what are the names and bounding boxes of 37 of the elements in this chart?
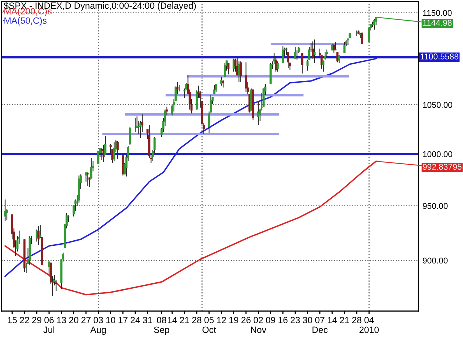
x-tick-label: 17 (118, 317, 128, 324)
annotation: 1144.98 (423, 20, 452, 26)
x-tick-label: 10 (106, 317, 116, 324)
y-tick-label: 1050.00 (423, 102, 453, 108)
annotation: 992.83795 (423, 164, 462, 170)
x-tick-label: 06 Jul (44, 317, 54, 334)
x-tick-label: 31 (143, 317, 152, 324)
x-tick-label: 12 (217, 317, 226, 324)
x-tick-label: 21 (180, 317, 190, 324)
x-tick-label: 28 (352, 317, 362, 324)
x-tick-label: 05 Oct (202, 317, 216, 334)
x-tick-label: 29 (32, 317, 42, 324)
x-tick-label: 27 (82, 317, 91, 324)
y-tick-label: 950.00 (423, 203, 448, 210)
x-tick-label: 15 (8, 317, 18, 324)
x-tick-label: 23 (290, 317, 300, 324)
x-tick-label: 30 (303, 317, 312, 324)
y-tick-label: 900.00 (423, 258, 448, 264)
legend-label: MA(50,C)s (4, 17, 47, 26)
y-tick-label: 1000.00 (423, 151, 453, 158)
x-tick-label: 26 (242, 317, 251, 324)
y-tick-label: 1150.00 (423, 10, 452, 16)
x-tick-label: 16 (278, 317, 288, 324)
x-tick-label: 19 (230, 317, 239, 324)
x-tick-label: 07 Dec (312, 317, 328, 334)
ref-line-label: 1100.5588 (420, 54, 459, 60)
x-tick-label: 13 (57, 317, 66, 324)
x-tick-label: 20 (69, 317, 79, 324)
x-tick-label: 22 (20, 317, 30, 324)
x-tick-label: 24 (130, 317, 140, 324)
x-tick-label: 14 (168, 317, 178, 324)
x-tick-label: 28 (192, 317, 202, 324)
x-tick-label: 21 (340, 317, 350, 324)
x-tick-label: 14 (328, 317, 338, 324)
x-tick-label: 03 Aug (90, 317, 106, 336)
x-tick-label: 02 Nov (251, 317, 267, 334)
x-tick-label: 09 (266, 317, 276, 324)
